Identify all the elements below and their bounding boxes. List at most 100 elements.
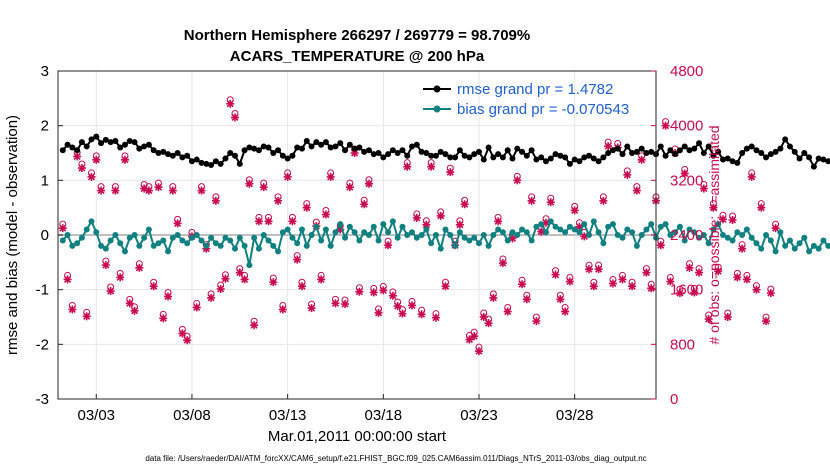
rmse-point <box>734 159 741 166</box>
bias-point <box>729 237 736 244</box>
bias-point <box>208 234 215 241</box>
bias-point <box>557 226 564 233</box>
rmse-point <box>385 151 392 158</box>
bias-point <box>624 226 631 233</box>
obs-assimilated-marker <box>259 183 268 192</box>
obs-assimilated-marker <box>398 309 407 318</box>
x-tick-label: 03/13 <box>269 407 307 424</box>
rmse-point <box>437 148 444 155</box>
rmse-point <box>466 154 473 161</box>
bias-point <box>576 229 583 236</box>
rmse-point <box>691 145 698 152</box>
obs-assimilated-marker <box>111 186 120 195</box>
obs-assimilated-marker <box>494 217 503 226</box>
rmse-point <box>633 148 640 155</box>
bias-point <box>361 229 368 236</box>
obs-assimilated-marker <box>231 113 240 122</box>
obs-assimilated-marker <box>388 291 397 300</box>
obs-assimilated-marker <box>58 224 67 233</box>
bias-point <box>428 240 435 247</box>
bias-point <box>552 223 559 230</box>
bias-point <box>131 232 138 238</box>
y-right-tick-label: 4000 <box>670 118 703 135</box>
bias-point <box>409 229 416 236</box>
rmse-point <box>499 154 506 161</box>
x-tick-label: 03/03 <box>77 407 115 424</box>
y-axis-left-label: rmse and bias (model - observation) <box>4 115 21 355</box>
obs-assimilated-marker <box>364 179 373 188</box>
y-right-tick-label: 800 <box>670 336 695 353</box>
rmse-point <box>562 154 569 161</box>
bias-point <box>825 242 830 249</box>
bias-point <box>667 232 674 238</box>
rmse-point <box>624 143 631 150</box>
bias-point <box>389 218 396 225</box>
bias-point <box>480 232 487 238</box>
rmse-point <box>571 156 578 163</box>
rmse-point <box>605 150 612 156</box>
rmse-point <box>595 158 602 165</box>
obs-assimilated-marker <box>518 280 527 289</box>
obs-assimilated-marker <box>460 200 469 209</box>
bias-point <box>719 232 726 238</box>
rmse-point <box>542 158 549 165</box>
rmse-point <box>78 139 85 146</box>
bias-point <box>179 237 186 244</box>
bias-point <box>672 229 679 236</box>
rmse-point <box>743 145 750 152</box>
rmse-point <box>346 141 353 148</box>
obs-assimilated-marker <box>527 196 536 205</box>
bias-point <box>255 245 262 252</box>
bias-point <box>495 226 502 233</box>
bias-point <box>346 223 353 230</box>
bias-point <box>619 234 626 241</box>
rmse-point <box>255 147 262 154</box>
obs-assimilated-marker <box>532 317 541 326</box>
rmse-point <box>107 139 114 146</box>
bias-point <box>566 223 573 230</box>
obs-assimilated-marker <box>197 186 206 195</box>
obs-markers <box>58 96 780 356</box>
obs-assimilated-marker <box>125 299 134 308</box>
bias-point <box>528 237 535 244</box>
obs-assimilated-marker <box>551 270 560 279</box>
obs-assimilated-marker <box>221 274 230 283</box>
bias-point <box>609 221 616 228</box>
obs-assimilated-marker <box>427 162 436 171</box>
rmse-point <box>456 147 463 154</box>
bias-point <box>724 234 731 241</box>
bias-point <box>700 232 707 238</box>
bias-point <box>83 226 90 233</box>
rmse-point <box>700 150 707 156</box>
rmse-point <box>758 150 765 156</box>
bias-point <box>232 245 239 252</box>
obs-assimilated-marker <box>408 301 417 310</box>
obs-assimilated-marker <box>331 299 340 308</box>
obs-assimilated-marker <box>656 241 665 250</box>
bias-point <box>796 240 803 247</box>
bias-point <box>184 240 191 247</box>
bias-point <box>533 223 540 230</box>
obs-assimilated-marker <box>135 263 144 272</box>
rmse-series-points <box>59 133 830 170</box>
rmse-point <box>98 140 105 147</box>
rmse-point <box>203 160 210 167</box>
bias-point <box>327 242 334 249</box>
bias-point <box>581 221 588 228</box>
obs-assimilated-marker <box>585 265 594 274</box>
bias-point <box>275 248 282 255</box>
rmse-point <box>509 155 516 162</box>
bias-point <box>523 229 530 236</box>
obs-assimilated-marker <box>690 288 699 297</box>
obs-assimilated-marker <box>317 275 326 284</box>
rmse-point <box>179 154 186 161</box>
rmse-point <box>581 154 588 161</box>
bias-point <box>739 232 746 238</box>
bias-point <box>212 240 219 247</box>
rmse-point <box>815 155 822 162</box>
rmse-point <box>753 147 760 154</box>
bias-point <box>691 229 698 236</box>
obs-assimilated-marker <box>570 206 579 215</box>
x-tick-label: 03/23 <box>460 407 498 424</box>
rmse-point <box>93 133 100 140</box>
